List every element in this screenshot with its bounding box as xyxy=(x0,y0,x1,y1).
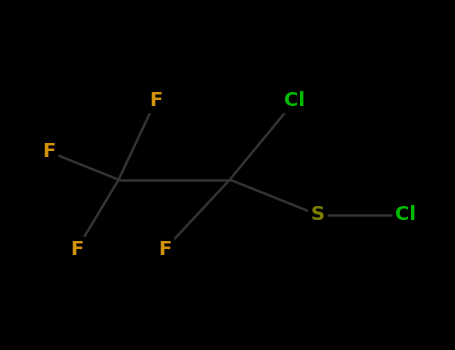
Text: Cl: Cl xyxy=(284,91,305,110)
Text: Cl: Cl xyxy=(395,205,416,224)
Text: F: F xyxy=(42,142,56,161)
Text: F: F xyxy=(149,91,162,110)
Text: F: F xyxy=(158,240,172,259)
Text: S: S xyxy=(311,205,325,224)
Text: F: F xyxy=(70,240,84,259)
